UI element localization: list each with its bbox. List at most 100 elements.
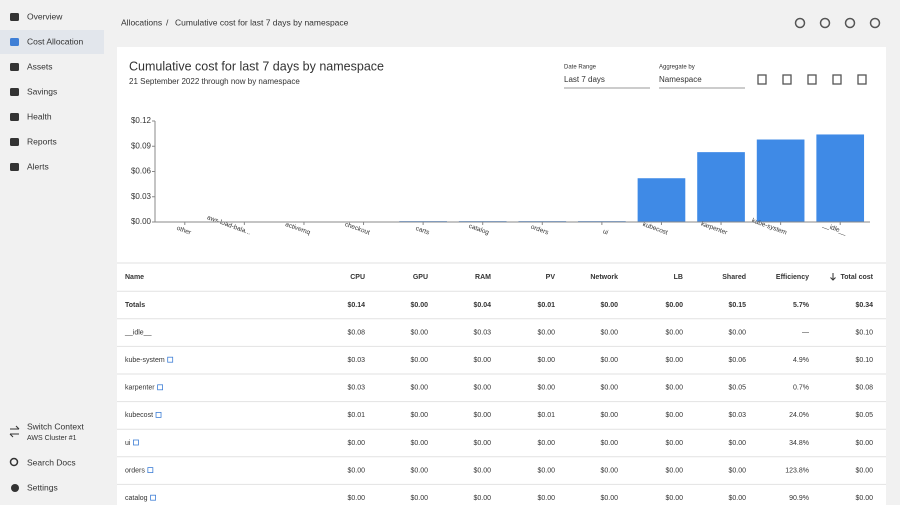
nav-item[interactable]: Health: [27, 111, 52, 121]
table-cell: $0.00: [410, 385, 428, 392]
table-cell: $0.00: [600, 302, 618, 309]
table-header[interactable]: LB: [674, 274, 683, 281]
nav-item[interactable]: Cost Allocation: [27, 36, 83, 46]
table-cell: $0.04: [473, 302, 491, 309]
table-cell: $0.00: [537, 385, 555, 392]
nav-icon: [10, 113, 19, 121]
table-cell: $0.00: [665, 385, 683, 392]
table-cell: $0.00: [665, 467, 683, 474]
table-header[interactable]: Shared: [722, 274, 746, 281]
breadcrumb-link[interactable]: Allocations: [121, 17, 162, 27]
table-cell: $0.00: [600, 467, 618, 474]
table-cell: $0.00: [537, 495, 555, 502]
nav-item[interactable]: Switch Context: [27, 421, 84, 431]
table-cell: $0.00: [410, 357, 428, 364]
nav-icon: [10, 38, 19, 46]
row-name: __idle__: [124, 329, 152, 336]
nav-item[interactable]: Settings: [27, 482, 58, 492]
table-cell: $0.14: [347, 302, 365, 309]
table-cell: 34.8%: [789, 440, 809, 447]
bar: [816, 134, 864, 222]
y-tick-label: $0.09: [131, 141, 152, 150]
table-cell: $0.00: [410, 440, 428, 447]
table-header[interactable]: Total cost: [840, 274, 873, 281]
table-cell: $0.00: [855, 467, 873, 474]
table-header[interactable]: Name: [125, 274, 144, 281]
table-cell: $0.00: [728, 467, 746, 474]
field-value[interactable]: Last 7 days: [564, 75, 605, 84]
table-cell: $0.00: [600, 329, 618, 336]
nav-icon: [10, 138, 19, 146]
table-cell: $0.05: [855, 412, 873, 419]
table-cell: $0.00: [600, 495, 618, 502]
table-cell: $0.00: [347, 467, 365, 474]
nav-item[interactable]: Savings: [27, 86, 57, 96]
table-cell: $0.10: [855, 329, 873, 336]
table-cell: 4.9%: [793, 357, 809, 364]
table-cell: $0.10: [855, 357, 873, 364]
table-cell: $0.00: [347, 440, 365, 447]
table-header[interactable]: Efficiency: [776, 274, 809, 281]
table-cell: $0.00: [347, 495, 365, 502]
namespace-link[interactable]: kubecost: [125, 412, 153, 419]
table-cell: $0.00: [665, 302, 683, 309]
table-cell: $0.00: [537, 467, 555, 474]
table-cell: $0.00: [600, 440, 618, 447]
nav-icon: [10, 63, 19, 71]
table-header[interactable]: CPU: [350, 274, 365, 281]
table-cell: 123.8%: [785, 467, 809, 474]
row-name: Totals: [125, 302, 145, 309]
table-cell: $0.08: [855, 385, 873, 392]
table-header[interactable]: PV: [546, 274, 556, 281]
table-cell: $0.00: [410, 467, 428, 474]
table-cell: $0.00: [600, 357, 618, 364]
field-label: Aggregate by: [659, 65, 695, 71]
table-cell: $0.00: [728, 440, 746, 447]
field-label: Date Range: [564, 65, 597, 71]
nav-icon: [10, 163, 19, 171]
table-cell: $0.00: [600, 412, 618, 419]
bar: [638, 178, 686, 222]
table-cell: —: [802, 329, 809, 336]
table-cell: $0.00: [665, 412, 683, 419]
nav-item[interactable]: Search Docs: [27, 457, 76, 467]
table-cell: $0.03: [347, 385, 365, 392]
report-subtitle: 21 September 2022 through now by namespa…: [129, 77, 300, 86]
table-cell: $0.00: [665, 495, 683, 502]
report-title: Cumulative cost for last 7 days by names…: [129, 59, 384, 73]
table-cell: $0.00: [537, 440, 555, 447]
table-cell: $0.00: [537, 329, 555, 336]
namespace-link[interactable]: catalog: [125, 495, 148, 502]
nav-item[interactable]: Reports: [27, 136, 57, 146]
table-cell: $0.00: [855, 495, 873, 502]
table-cell: $0.00: [473, 385, 491, 392]
table-cell: $0.03: [473, 329, 491, 336]
y-tick-label: $0.00: [131, 217, 152, 226]
table-cell: $0.00: [728, 329, 746, 336]
field-value[interactable]: Namespace: [659, 75, 702, 84]
nav-item[interactable]: Alerts: [27, 161, 49, 171]
table-cell: $0.03: [347, 357, 365, 364]
table-header[interactable]: RAM: [475, 274, 491, 281]
table-cell: $0.00: [473, 412, 491, 419]
namespace-link[interactable]: kube-system: [125, 357, 165, 364]
table-cell: $0.00: [665, 440, 683, 447]
table-cell: $0.00: [600, 385, 618, 392]
namespace-link[interactable]: ui: [125, 440, 131, 447]
table-header[interactable]: GPU: [413, 274, 428, 281]
table-header[interactable]: Network: [590, 274, 618, 281]
table-cell: $0.06: [728, 357, 746, 364]
namespace-link[interactable]: orders: [125, 467, 145, 474]
y-tick-label: $0.03: [131, 192, 152, 201]
table-cell: $0.01: [347, 412, 365, 419]
table-cell: 0.7%: [793, 385, 809, 392]
bar: [757, 140, 805, 222]
table-cell: $0.00: [855, 440, 873, 447]
namespace-link[interactable]: karpenter: [125, 385, 155, 392]
table-cell: $0.01: [537, 412, 555, 419]
table-cell: $0.03: [728, 412, 746, 419]
y-tick-label: $0.06: [131, 167, 152, 176]
nav-item[interactable]: Overview: [27, 11, 63, 21]
nav-item[interactable]: Assets: [27, 61, 53, 71]
